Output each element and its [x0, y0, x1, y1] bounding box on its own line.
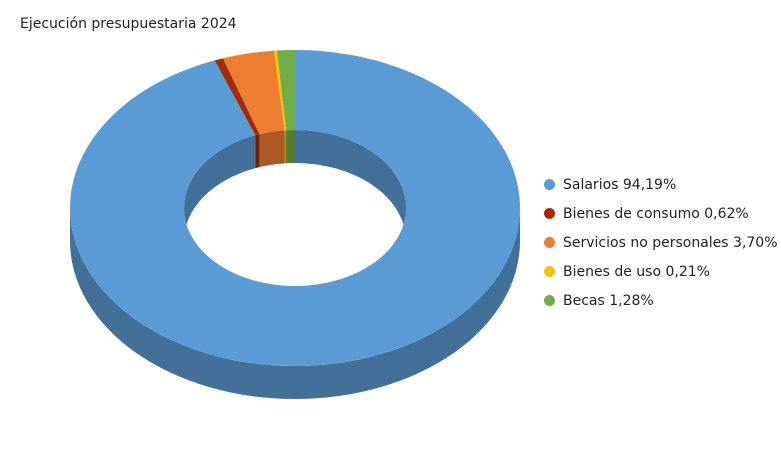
legend-item[interactable]: Bienes de uso 0,21%: [544, 257, 778, 286]
chart-title: Ejecución presupuestaria 2024: [20, 16, 237, 32]
legend-item[interactable]: Becas 1,28%: [544, 286, 778, 315]
legend-label: Becas 1,28%: [563, 292, 654, 309]
legend-label: Salarios 94,19%: [563, 176, 677, 193]
slice-inner-wall: [259, 130, 285, 168]
legend-swatch-icon: [544, 208, 555, 219]
slice-inner-wall: [284, 130, 287, 164]
legend-swatch-icon: [544, 295, 555, 306]
donut-outer-wall: [70, 208, 520, 399]
pie-slice: [222, 50, 285, 135]
chart-legend: Salarios 94,19% Bienes de consumo 0,62% …: [544, 170, 778, 315]
legend-label: Servicios no personales 3,70%: [563, 234, 778, 251]
pie-slice: [214, 58, 260, 136]
pie-slice: [273, 50, 287, 131]
pie-slice: [276, 50, 295, 131]
legend-swatch-icon: [544, 237, 555, 248]
pie-slice: [70, 50, 521, 367]
legend-item[interactable]: Bienes de consumo 0,62%: [544, 199, 778, 228]
slice-outer-wall: [70, 208, 520, 399]
slice-inner-wall: [295, 130, 406, 241]
legend-swatch-icon: [544, 266, 555, 277]
donut-inner-wall: [184, 130, 406, 241]
slice-inner-wall: [184, 135, 256, 241]
legend-swatch-icon: [544, 179, 555, 190]
legend-label: Bienes de uso 0,21%: [563, 263, 710, 280]
donut-slices: [70, 50, 521, 367]
legend-item[interactable]: Servicios no personales 3,70%: [544, 228, 778, 257]
slice-inner-wall: [286, 130, 295, 164]
legend-label: Bienes de consumo 0,62%: [563, 205, 749, 222]
slice-inner-wall: [255, 134, 260, 169]
legend-item[interactable]: Salarios 94,19%: [544, 170, 778, 199]
